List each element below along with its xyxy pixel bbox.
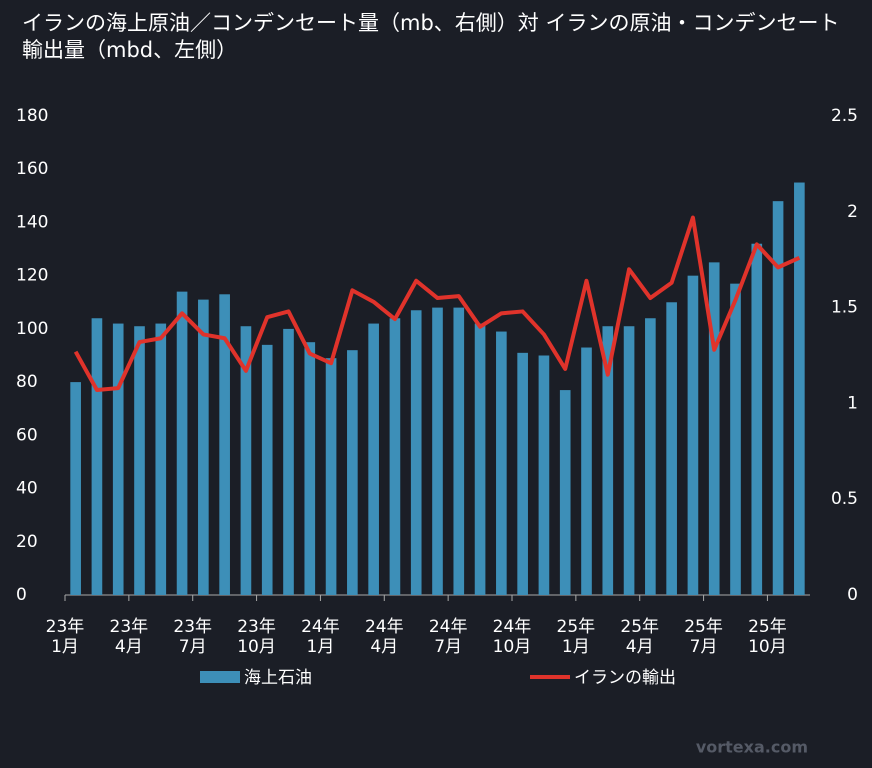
x-tick-label: 24年 1月 <box>301 617 340 657</box>
bar <box>368 323 379 595</box>
bar <box>432 307 443 595</box>
y-tick-label: 180 <box>16 106 48 126</box>
bar <box>794 182 805 595</box>
bar <box>176 291 188 595</box>
y2-tick-label: 0.5 <box>831 489 858 509</box>
bar <box>751 243 763 595</box>
bar <box>687 275 699 595</box>
y-tick-label: 120 <box>16 266 48 286</box>
legend-label: 海上石油 <box>244 668 312 688</box>
bar <box>666 302 677 595</box>
x-tick-label: 25年 10月 <box>748 617 787 657</box>
y-tick-label: 160 <box>16 159 48 179</box>
bar <box>389 318 401 595</box>
bar <box>325 358 337 595</box>
bar <box>134 326 145 595</box>
x-tick-label: 23年 4月 <box>109 617 149 657</box>
bar <box>304 342 316 595</box>
line <box>73 215 801 392</box>
bar <box>602 326 614 595</box>
bar <box>623 326 635 595</box>
bar <box>453 307 465 595</box>
bar <box>496 331 507 595</box>
bar <box>219 294 230 595</box>
bar <box>198 299 209 595</box>
bar <box>70 382 81 595</box>
y2-tick-label: 0 <box>847 585 858 605</box>
watermark: vortexa.com <box>696 738 808 757</box>
x-tick-label: 23年 7月 <box>173 617 213 657</box>
y-tick-label: 40 <box>16 479 38 499</box>
bar <box>240 326 252 595</box>
bar <box>708 262 720 595</box>
bar <box>474 323 486 595</box>
bar <box>410 310 422 595</box>
bar <box>112 323 124 595</box>
y-tick-label: 60 <box>16 425 38 445</box>
y2-tick-label: 1 <box>847 393 858 413</box>
x-tick-label: 25年 4月 <box>620 617 660 657</box>
y-tick-label: 20 <box>16 532 38 552</box>
bar <box>155 323 167 595</box>
y-tick-label: 100 <box>16 319 48 339</box>
y2-tick-label: 1.5 <box>831 298 858 318</box>
legend-swatch <box>200 671 240 683</box>
bar <box>261 344 273 595</box>
x-tick-label: 24年 10月 <box>492 617 532 657</box>
x-tick-label: 25年 1月 <box>556 617 596 657</box>
bar <box>517 352 528 595</box>
chart-title: イランの海上原油／コンデンセート量（mb、右側）対 イランの原油・コンデンセート… <box>22 11 840 62</box>
legend-label: イランの輸出 <box>574 668 676 688</box>
bar <box>581 347 592 595</box>
bar <box>559 390 571 595</box>
y-tick-label: 80 <box>16 372 38 392</box>
bar <box>91 318 103 595</box>
y-tick-label: 140 <box>16 212 48 232</box>
y-tick-label: 0 <box>16 585 27 605</box>
bar <box>730 283 741 595</box>
x-tick-label: 23年 1月 <box>45 617 85 657</box>
x-tick-label: 23年 10月 <box>237 617 276 657</box>
bar <box>645 318 656 595</box>
bar <box>772 201 784 595</box>
x-tick-label: 24年 4月 <box>364 617 404 657</box>
x-tick-label: 24年 7月 <box>428 617 468 657</box>
bar <box>347 350 358 595</box>
y2-tick-label: 2 <box>847 202 858 222</box>
bar <box>283 328 294 595</box>
bar <box>538 355 550 595</box>
y2-tick-label: 2.5 <box>831 106 858 126</box>
x-tick-label: 25年 7月 <box>684 617 723 657</box>
